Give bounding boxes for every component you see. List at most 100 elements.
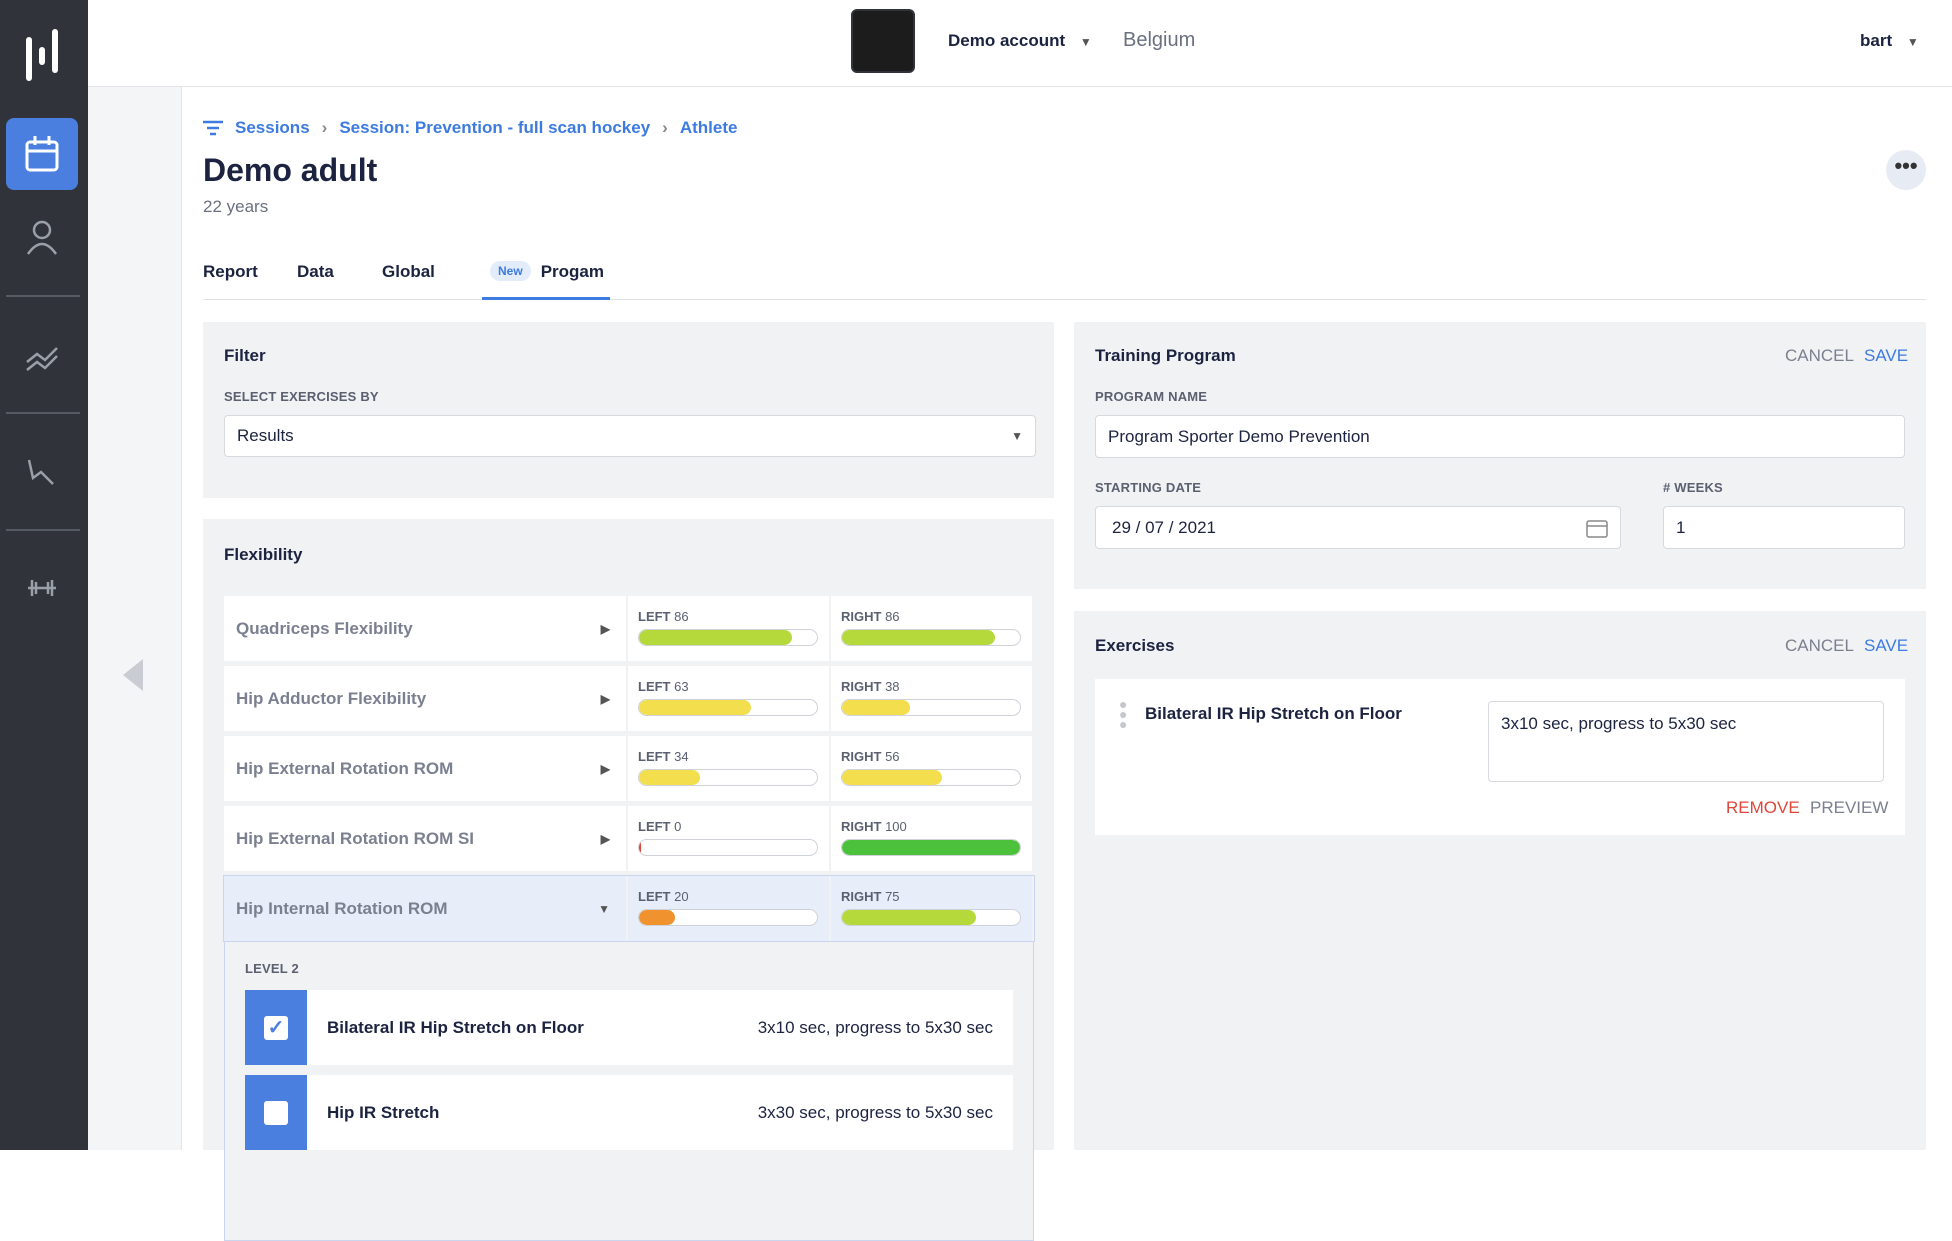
exercise-name: Hip Internal Rotation ROM: [236, 898, 448, 918]
more-button[interactable]: •••: [1886, 150, 1926, 190]
score-label: RIGHT 86: [841, 609, 900, 624]
side-label: LEFT: [638, 679, 671, 694]
date-input[interactable]: 29 / 07 / 2021: [1095, 506, 1621, 549]
collapse-arrow[interactable]: [121, 657, 145, 693]
score-label: RIGHT 75: [841, 889, 900, 904]
exercises-panel: Exercises CANCEL SAVE ● ● ● Bilateral IR H…: [1074, 611, 1926, 1150]
panel-title: Flexibility: [224, 545, 303, 564]
score-track: [638, 839, 818, 856]
side-label: RIGHT: [841, 609, 882, 624]
account-select[interactable]: Demo account ▼: [948, 31, 1092, 50]
exercise-name: Hip Adductor Flexibility: [236, 688, 427, 708]
side-label: LEFT: [638, 889, 671, 904]
save-button[interactable]: SAVE: [1864, 346, 1909, 365]
crumb[interactable]: Athlete: [679, 118, 738, 137]
exercise-name: Bilateral IR Hip Stretch on Floor: [1145, 704, 1402, 723]
calendar-icon: [1586, 519, 1608, 538]
result-row[interactable]: Hip Adductor Flexibility ▶ LEFT 63 RIGHT 38: [224, 666, 1034, 731]
checkbox[interactable]: [245, 1075, 307, 1150]
score-track: [841, 699, 1021, 716]
left-score: LEFT 0: [628, 806, 831, 871]
field-label: # WEEKS: [1663, 480, 1723, 495]
side-label: LEFT: [638, 819, 671, 834]
user-menu[interactable]: bart ▼: [1860, 31, 1919, 50]
score-track: [638, 629, 818, 646]
result-row[interactable]: Hip External Rotation ROM SI ▶ LEFT 0 RIGHT…: [224, 806, 1034, 871]
score-bar: [842, 630, 996, 645]
sidebar-icons: [6, 29, 80, 596]
exercise-option: ✓ Bilateral IR Hip Stretch on Floor 3x10 s…: [245, 990, 1013, 1065]
topbar: Demo account ▼ Belgium bart ▼: [88, 0, 1952, 87]
tab-badge: New: [490, 261, 531, 281]
crumb[interactable]: Session: Prevention - full scan hockey: [339, 118, 651, 137]
exercise-name: Hip External Rotation ROM: [236, 758, 454, 778]
score-label: LEFT 63: [638, 679, 689, 694]
score-track: [841, 839, 1021, 856]
score-bar: [842, 910, 976, 925]
exercise-note[interactable]: 3x10 sec, progress to 5x30 sec: [1488, 701, 1884, 782]
score-label: RIGHT 56: [841, 749, 900, 764]
tab-label: Progam: [540, 262, 604, 281]
cancel-button[interactable]: CANCEL: [1785, 346, 1854, 365]
score-track: [841, 909, 1021, 926]
option-dosage: 3x10 sec, progress to 5x30 sec: [757, 1017, 993, 1037]
tab[interactable]: Global: [382, 262, 435, 300]
result-row[interactable]: Hip Internal Rotation ROM ▼ LEFT 20 RIGHT 7…: [223, 875, 1035, 942]
side-label: LEFT: [638, 749, 671, 764]
score-label: LEFT 34: [638, 749, 689, 764]
panel-title: Exercises: [1095, 636, 1175, 655]
row-toggle[interactable]: ▼: [598, 901, 610, 916]
row-toggle[interactable]: ▶: [600, 831, 610, 846]
cancel-button[interactable]: CANCEL: [1785, 636, 1854, 655]
user: bart: [1860, 31, 1893, 50]
drag-handle[interactable]: ● ● ●: [1119, 696, 1128, 732]
exercise-option: Hip IR Stretch 3x30 sec, progress to 5x30…: [245, 1075, 1013, 1150]
checkbox-box: [264, 1100, 288, 1125]
sidebar: [0, 0, 88, 1150]
score-bar: [639, 700, 752, 715]
program-name-input[interactable]: Program Sporter Demo Prevention: [1095, 415, 1905, 458]
result-row[interactable]: Quadriceps Flexibility ▶ LEFT 86 RIGHT 86: [224, 596, 1034, 661]
score-bar: [639, 840, 641, 855]
left-score: LEFT 63: [628, 666, 831, 731]
remove-button[interactable]: REMOVE: [1726, 798, 1800, 817]
save-button[interactable]: SAVE: [1864, 636, 1909, 655]
athlete-name: Demo adult: [203, 152, 378, 188]
score-track: [841, 769, 1021, 786]
left-score: LEFT 34: [628, 736, 831, 801]
side-label: RIGHT: [841, 749, 882, 764]
side-label: RIGHT: [841, 819, 882, 834]
breadcrumb: Sessions › Session: Prevention - full sca…: [203, 118, 737, 138]
score-bar: [639, 910, 675, 925]
tab[interactable]: New Progam: [482, 261, 610, 300]
panel-title: Training Program: [1095, 346, 1236, 365]
score-track: [638, 699, 818, 716]
flexibility-panel: Flexibility Quadriceps Flexibility ▶ LEFT …: [203, 519, 1054, 1241]
nav-calendar[interactable]: [6, 118, 78, 190]
score-track: [638, 769, 818, 786]
level-label: LEVEL 2: [245, 961, 299, 976]
tab[interactable]: Data: [297, 262, 334, 300]
checkbox[interactable]: ✓: [245, 990, 307, 1065]
tab[interactable]: Report: [203, 262, 258, 300]
left-score: LEFT 86: [628, 596, 831, 661]
training-program-panel: Training Program CANCEL SAVE PROGRAM NAM…: [1074, 322, 1926, 589]
row-toggle[interactable]: ▶: [600, 761, 610, 776]
preview-button[interactable]: PREVIEW: [1810, 798, 1889, 817]
tab-label: Report: [203, 262, 258, 281]
select[interactable]: Results ▼: [224, 415, 1036, 457]
exercise-name: Quadriceps Flexibility: [236, 618, 413, 638]
date-value: 29 / 07 / 2021: [1112, 517, 1216, 537]
score-label: LEFT 20: [638, 889, 689, 904]
score-track: [638, 909, 818, 926]
exercise-options: LEVEL 2 ✓ Bilateral IR Hip Stretch on Floo…: [224, 941, 1034, 1241]
exercise-item: ● ● ● Bilateral IR Hip Stretch on Floor 3x…: [1095, 679, 1905, 835]
crumb[interactable]: Sessions: [235, 118, 310, 137]
weeks-input[interactable]: 1: [1663, 506, 1905, 549]
row-toggle[interactable]: ▶: [600, 691, 610, 706]
row-toggle[interactable]: ▶: [600, 621, 610, 636]
row-name: Quadriceps Flexibility ▶: [224, 596, 628, 661]
result-row[interactable]: Hip External Rotation ROM ▶ LEFT 34 RIGHT 5…: [224, 736, 1034, 801]
exercise-name: Hip External Rotation ROM SI: [236, 828, 475, 848]
right-score: RIGHT 86: [831, 596, 1034, 661]
